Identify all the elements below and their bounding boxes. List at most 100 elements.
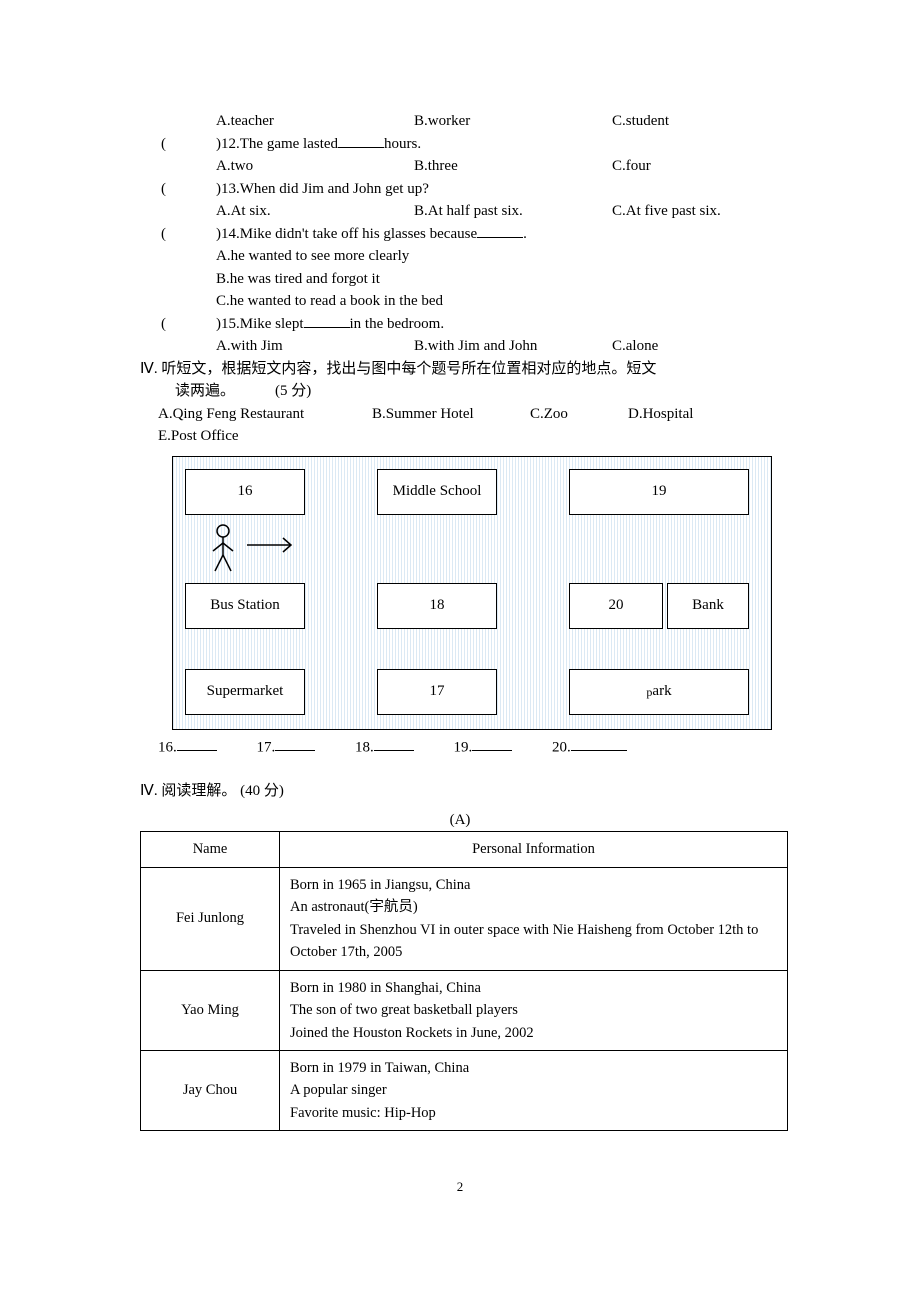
answer-paren[interactable]: ( <box>161 178 216 201</box>
row-info-2: Born in 1979 in Taiwan, China A popular … <box>280 1051 788 1131</box>
map-gap <box>497 469 569 515</box>
reading-head-label: Ⅳ. 阅读理解。 <box>140 783 236 799</box>
fb-16-label: 16. <box>158 739 177 755</box>
q13-stem-row: ( )13.When did Jim and John get up? <box>140 178 780 201</box>
section-iv-line2-row: 读两遍。 (5 分) <box>140 380 780 403</box>
fb-20-label: 20. <box>552 739 571 755</box>
row-info-1: Born in 1980 in Shanghai, China The son … <box>280 970 788 1050</box>
stick-figure-icon <box>209 521 299 577</box>
map-gap <box>305 669 377 715</box>
section-iv-opts-row1: A.Qing Feng Restaurant B.Summer Hotel C.… <box>140 403 780 426</box>
map-cell-20: 20 <box>569 583 663 629</box>
map-row-3: Supermarket 17 park <box>185 669 759 715</box>
map-row-1: 16 Middle School 19 <box>185 469 759 515</box>
reading-table-a: Name Personal Information Fei Junlong Bo… <box>140 831 788 1131</box>
section-iv-line2: 读两遍。 <box>175 380 235 403</box>
row2-line1: A popular singer <box>290 1079 777 1101</box>
q11-options: A.teacher B.worker C.student <box>140 110 780 133</box>
map-cell-park: park <box>569 669 749 715</box>
q11-b: B.worker <box>414 110 612 133</box>
q13-c: C.At five past six. <box>612 200 721 223</box>
table-row: Jay Chou Born in 1979 in Taiwan, China A… <box>141 1051 788 1131</box>
fb-16: 16. <box>158 736 217 759</box>
fb-19-blank[interactable] <box>472 736 512 751</box>
answer-paren[interactable]: ( <box>161 313 216 336</box>
table-row: Fei Junlong Born in 1965 in Jiangsu, Chi… <box>141 867 788 970</box>
map-cell-18: 18 <box>377 583 497 629</box>
q15-options: A.with Jim B.with Jim and John C.alone <box>140 335 780 358</box>
q12-stem-post: hours. <box>384 133 421 156</box>
iv-optD: D.Hospital <box>628 403 693 426</box>
row0-line1: An astronaut(宇航员) <box>290 896 777 918</box>
q15-c: C.alone <box>612 335 658 358</box>
q12-c: C.four <box>612 155 651 178</box>
q14-options: A.he wanted to see more clearly B.he was… <box>140 245 780 313</box>
q11-a: A.teacher <box>216 110 414 133</box>
iv-optB: B.Summer Hotel <box>372 403 530 426</box>
fb-18-blank[interactable] <box>374 736 414 751</box>
q15-b: B.with Jim and John <box>414 335 612 358</box>
row2-line2: Favorite music: Hip-Hop <box>290 1102 777 1124</box>
reading-points: (40 分) <box>240 783 284 799</box>
q15-blank[interactable] <box>304 313 350 328</box>
row-name-2: Jay Chou <box>141 1051 280 1131</box>
fb-17-blank[interactable] <box>275 736 315 751</box>
row1-line1: The son of two great basketball players <box>290 999 777 1021</box>
fb-17: 17. <box>257 736 316 759</box>
table-row: Yao Ming Born in 1980 in Shanghai, China… <box>141 970 788 1050</box>
fb-18-label: 18. <box>355 739 374 755</box>
table-header-row: Name Personal Information <box>141 832 788 867</box>
answer-paren[interactable]: ( <box>161 133 216 156</box>
map-cell-16: 16 <box>185 469 305 515</box>
reading-sub-a: (A) <box>140 809 780 832</box>
row-info-0: Born in 1965 in Jiangsu, China An astron… <box>280 867 788 970</box>
q14-a: A.he wanted to see more clearly <box>216 245 780 268</box>
reading-head: Ⅳ. 阅读理解。 (40 分) <box>140 780 780 803</box>
q15-a: A.with Jim <box>216 335 414 358</box>
row2-line0: Born in 1979 in Taiwan, China <box>290 1057 777 1079</box>
exam-page: A.teacher B.worker C.student ( )12.The g… <box>0 0 920 1237</box>
fb-19: 19. <box>454 736 513 759</box>
q11-c: C.student <box>612 110 669 133</box>
map-cell-bus-station: Bus Station <box>185 583 305 629</box>
map-gap <box>305 583 377 629</box>
q14-blank[interactable] <box>477 223 523 238</box>
q14-stem-row: ( )14.Mike didn't take off his glasses b… <box>140 223 780 246</box>
row0-line2: Traveled in Shenzhou VI in outer space w… <box>290 919 777 964</box>
fb-19-label: 19. <box>454 739 473 755</box>
fb-20-blank[interactable] <box>571 736 627 751</box>
map-cell-supermarket: Supermarket <box>185 669 305 715</box>
q13-a: A.At six. <box>216 200 414 223</box>
section-iv-line1: Ⅳ. 听短文，根据短文内容，找出与图中每个题号所在位置相对应的地点。短文 <box>140 358 780 381</box>
row1-line0: Born in 1980 in Shanghai, China <box>290 977 777 999</box>
iv-optA: A.Qing Feng Restaurant <box>158 403 372 426</box>
fb-17-label: 17. <box>257 739 276 755</box>
answer-paren[interactable]: ( <box>161 223 216 246</box>
q14-c: C.he wanted to read a book in the bed <box>216 290 780 313</box>
row1-line2: Joined the Houston Rockets in June, 2002 <box>290 1022 777 1044</box>
q13-options: A.At six. B.At half past six. C.At five … <box>140 200 780 223</box>
th-name: Name <box>141 832 280 867</box>
park-label-rest: ark <box>652 680 671 703</box>
fb-18: 18. <box>355 736 414 759</box>
q12-options: A.two B.three C.four <box>140 155 780 178</box>
q12-b: B.three <box>414 155 612 178</box>
map-gap <box>497 583 569 629</box>
section-iv-listen-head: Ⅳ. 听短文，根据短文内容，找出与图中每个题号所在位置相对应的地点。短文 读两遍… <box>140 358 780 403</box>
q12-stem-pre: )12.The game lasted <box>216 133 338 156</box>
q13-b: B.At half past six. <box>414 200 612 223</box>
section-iv-opts-row2: E.Post Office <box>140 425 780 448</box>
q15-stem-row: ( )15.Mike slept in the bedroom. <box>140 313 780 336</box>
fb-16-blank[interactable] <box>177 736 217 751</box>
q15-stem-post: in the bedroom. <box>350 313 445 336</box>
map-row-2: Bus Station 18 20 Bank <box>185 583 759 629</box>
iv-optE: E.Post Office <box>158 428 239 444</box>
q14-b: B.he was tired and forgot it <box>216 268 780 291</box>
map-gap <box>305 469 377 515</box>
q13-stem: )13.When did Jim and John get up? <box>216 178 429 201</box>
q15-stem-pre: )15.Mike slept <box>216 313 304 336</box>
map-gap <box>497 669 569 715</box>
map-cell-middle-school: Middle School <box>377 469 497 515</box>
q14-stem-pre: )14.Mike didn't take off his glasses bec… <box>216 223 477 246</box>
q12-blank[interactable] <box>338 133 384 148</box>
